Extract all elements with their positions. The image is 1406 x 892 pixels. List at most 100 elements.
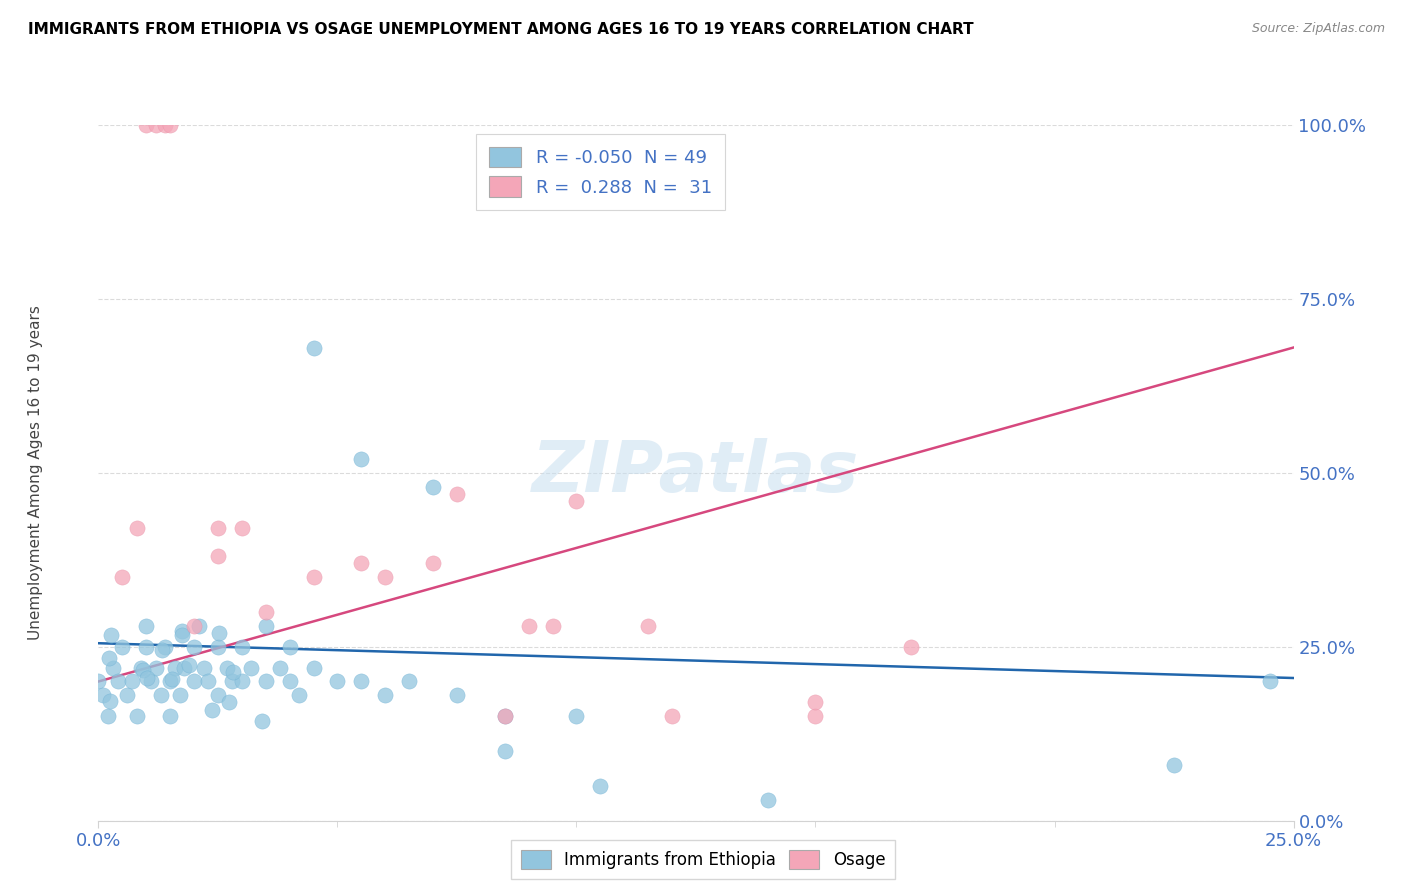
Point <box>250 714 273 728</box>
Point <box>350 451 373 466</box>
Point <box>125 521 148 535</box>
Point <box>193 660 215 674</box>
Point <box>374 570 396 584</box>
Point <box>208 625 231 640</box>
Point <box>446 689 468 703</box>
Point <box>97 709 120 723</box>
Point <box>207 549 229 564</box>
Point <box>91 689 114 703</box>
Point <box>159 674 181 689</box>
Point <box>173 660 195 674</box>
Point <box>132 663 155 677</box>
Point <box>231 521 253 535</box>
Point <box>398 674 420 689</box>
Point <box>804 695 827 709</box>
Point <box>177 657 200 672</box>
Point <box>422 556 444 570</box>
Point <box>125 709 148 723</box>
Point <box>589 779 612 793</box>
Point <box>207 521 229 535</box>
Point <box>900 640 922 654</box>
Point <box>135 671 157 685</box>
Point <box>231 640 253 654</box>
Point <box>207 640 229 654</box>
Point <box>288 689 311 703</box>
Point <box>494 709 516 723</box>
Point <box>217 660 239 674</box>
Point <box>115 689 138 703</box>
Point <box>155 118 177 132</box>
Point <box>565 709 588 723</box>
Point <box>231 674 253 689</box>
Point <box>111 570 134 584</box>
Point <box>1258 674 1281 689</box>
Point <box>135 640 157 654</box>
Point <box>302 660 325 674</box>
Point <box>159 118 181 132</box>
Point <box>565 493 588 508</box>
Point <box>446 486 468 500</box>
Point <box>107 674 129 689</box>
Point <box>149 689 172 703</box>
Point <box>145 118 167 132</box>
Text: Unemployment Among Ages 16 to 19 years: Unemployment Among Ages 16 to 19 years <box>28 305 42 640</box>
Point <box>218 695 240 709</box>
Point <box>661 709 683 723</box>
Point <box>278 640 301 654</box>
Point <box>163 660 186 674</box>
Point <box>183 619 205 633</box>
Point <box>201 703 224 717</box>
Point <box>637 619 659 633</box>
Point <box>101 660 124 674</box>
Point <box>145 660 167 674</box>
Text: ZIPatlas: ZIPatlas <box>533 438 859 508</box>
Point <box>98 651 121 665</box>
Point <box>350 674 373 689</box>
Point <box>756 793 779 807</box>
Point <box>254 674 277 689</box>
Point <box>541 619 564 633</box>
Point <box>111 640 134 654</box>
Point <box>160 672 183 686</box>
Point <box>254 605 277 619</box>
Point <box>254 619 277 633</box>
Point <box>139 674 162 689</box>
Point <box>159 709 181 723</box>
Point <box>172 624 194 638</box>
Point <box>1163 758 1185 772</box>
Point <box>183 674 205 689</box>
Point <box>804 709 827 723</box>
Point <box>221 674 243 689</box>
Point <box>350 556 373 570</box>
Point <box>87 674 110 689</box>
Point <box>150 643 173 657</box>
Point <box>187 619 209 633</box>
Point <box>169 689 191 703</box>
Point <box>494 744 516 758</box>
Point <box>302 570 325 584</box>
Point <box>240 660 263 674</box>
Point <box>222 665 245 680</box>
Point <box>100 627 122 641</box>
Point <box>207 689 229 703</box>
Point <box>170 628 193 642</box>
Point <box>494 709 516 723</box>
Legend: Immigrants from Ethiopia, Osage: Immigrants from Ethiopia, Osage <box>510 840 896 880</box>
Point <box>155 640 177 654</box>
Point <box>326 674 349 689</box>
Point <box>197 674 219 689</box>
Point <box>121 674 143 689</box>
Point <box>135 619 157 633</box>
Point <box>517 619 540 633</box>
Point <box>183 640 205 654</box>
Text: Source: ZipAtlas.com: Source: ZipAtlas.com <box>1251 22 1385 36</box>
Point <box>131 660 153 674</box>
Point <box>100 694 122 708</box>
Text: IMMIGRANTS FROM ETHIOPIA VS OSAGE UNEMPLOYMENT AMONG AGES 16 TO 19 YEARS CORRELA: IMMIGRANTS FROM ETHIOPIA VS OSAGE UNEMPL… <box>28 22 974 37</box>
Point <box>135 118 157 132</box>
Point <box>269 660 291 674</box>
Point <box>302 341 325 355</box>
Legend: R = -0.050  N = 49, R =  0.288  N =  31: R = -0.050 N = 49, R = 0.288 N = 31 <box>477 134 724 210</box>
Point <box>278 674 301 689</box>
Point <box>422 480 444 494</box>
